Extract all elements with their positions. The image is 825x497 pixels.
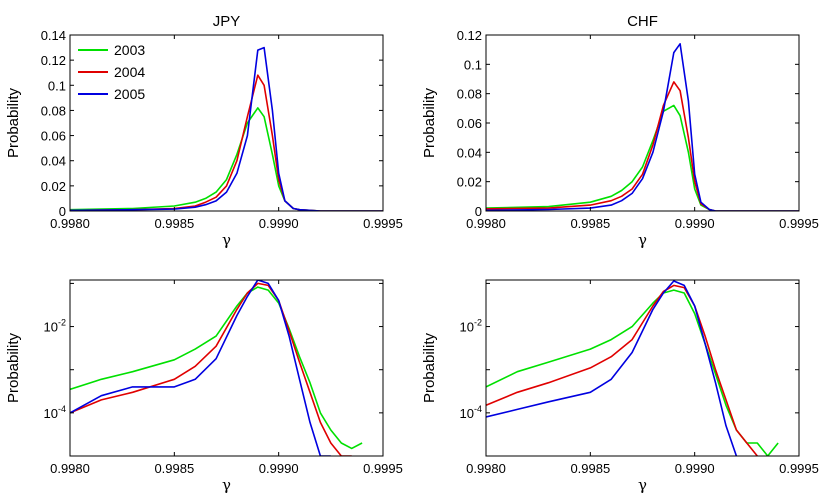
- series-line-2003: [486, 289, 779, 456]
- series-line-2005: [486, 280, 738, 456]
- series-line-2003: [486, 104, 799, 211]
- x-tick-label: 0.9990: [259, 461, 299, 476]
- x-tick-label: 0.9990: [259, 216, 299, 231]
- y-tick-label: 0.02: [457, 175, 482, 190]
- series-line-2005: [70, 46, 383, 211]
- y-tick-label: 0.12: [457, 28, 482, 43]
- x-tick-label: 0.9985: [154, 461, 194, 476]
- plot-frame: [69, 279, 384, 457]
- y-tick-label: 10-2: [44, 318, 66, 335]
- y-tick-label: 10-4: [44, 404, 66, 421]
- chart-title: JPY: [213, 13, 241, 30]
- x-tick-label: 0.9990: [675, 461, 715, 476]
- chart-panel-3: 0.9980 0.9985 0.9990 0.9995 10-2 10-4 γ Probabi…: [5, 279, 403, 494]
- legend-label-2003: 2003: [114, 42, 145, 58]
- chart-panel-1: 0.9980 0.9985 0.9990 0.9995 0 0.02 0.04 0.06 0.0…: [5, 13, 403, 249]
- series-line-2004: [70, 282, 352, 456]
- y-tick-label: 10-4: [460, 404, 482, 421]
- legend: 2003 2004 2005: [78, 42, 145, 102]
- y-axis-label: Probability: [5, 87, 22, 158]
- legend-label-2005: 2005: [114, 86, 145, 102]
- x-axis-label: γ: [222, 231, 231, 249]
- x-tick-label: 0.9995: [779, 216, 819, 231]
- chart-panel-2: 0.9980 0.9985 0.9990 0.9995 0 0.02 0.04 0.06 0.0…: [421, 13, 819, 249]
- plot-frame: [69, 34, 384, 212]
- x-axis-label: γ: [638, 231, 647, 249]
- chart-title: CHF: [627, 13, 658, 30]
- x-tick-label: 0.9985: [154, 216, 194, 231]
- series-line-2003: [70, 286, 363, 450]
- y-tick-label: 0.14: [41, 28, 66, 43]
- x-tick-label: 0.9985: [570, 216, 610, 231]
- y-axis-label: Probability: [421, 332, 438, 403]
- y-tick-label: 0.08: [457, 87, 482, 102]
- x-tick-label: 0.9980: [466, 216, 506, 231]
- series-line-2005: [486, 43, 799, 211]
- x-tick-label: 0.9980: [466, 461, 506, 476]
- x-tick-label: 0.9980: [50, 461, 90, 476]
- y-tick-label: 0.06: [41, 129, 66, 144]
- y-tick-label: 0: [59, 204, 66, 219]
- y-tick-label: 0.06: [457, 116, 482, 131]
- y-tick-label: 10-2: [460, 318, 482, 335]
- x-axis-label: γ: [638, 476, 647, 494]
- y-tick-label: 0.08: [41, 103, 66, 118]
- plot-frame: [485, 279, 800, 457]
- series-line-2005: [70, 280, 331, 456]
- legend-label-2004: 2004: [114, 64, 145, 80]
- y-tick-label: 0: [475, 204, 482, 219]
- x-tick-label: 0.9985: [570, 461, 610, 476]
- x-tick-label: 0.9980: [50, 216, 90, 231]
- chart-panel-4: 0.9980 0.9985 0.9990 0.9995 10-2 10-4 γ Probabi…: [421, 279, 819, 494]
- plot-frame: [485, 34, 800, 212]
- x-axis-label: γ: [222, 476, 231, 494]
- series-line-2004: [486, 284, 758, 456]
- y-tick-label: 0.1: [464, 57, 482, 72]
- y-tick-label: 0.1: [48, 78, 66, 93]
- y-axis-label: Probability: [421, 87, 438, 158]
- y-tick-label: 0.12: [41, 53, 66, 68]
- y-tick-label: 0.04: [457, 145, 482, 160]
- y-tick-label: 0.04: [41, 154, 66, 169]
- x-tick-label: 0.9990: [675, 216, 715, 231]
- y-axis-label: Probability: [5, 332, 22, 403]
- series-line-2004: [486, 81, 799, 211]
- series-line-2003: [70, 107, 383, 211]
- y-tick-label: 0.02: [41, 179, 66, 194]
- x-tick-label: 0.9995: [779, 461, 819, 476]
- x-tick-label: 0.9995: [363, 461, 403, 476]
- x-tick-label: 0.9995: [363, 216, 403, 231]
